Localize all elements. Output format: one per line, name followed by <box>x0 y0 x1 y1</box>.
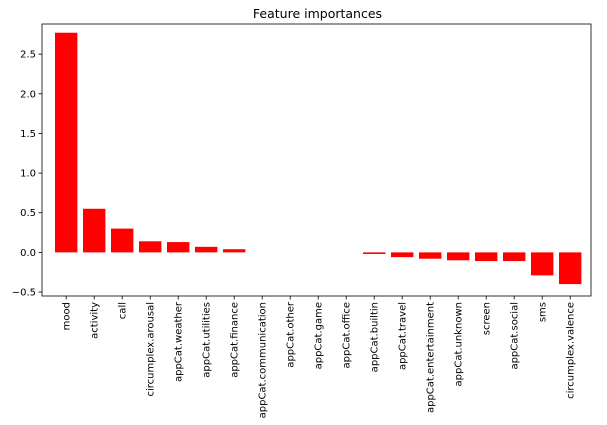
x-tick-label: appCat.entertainment <box>426 302 437 413</box>
bar-group <box>55 32 582 285</box>
x-tick-label: circumplex.arousal <box>146 302 157 397</box>
bar-screen <box>475 252 498 262</box>
bar-appCat-social <box>503 252 526 262</box>
x-tick-label: appCat.travel <box>398 302 409 370</box>
x-tick-label: appCat.finance <box>230 302 241 378</box>
bar-sms <box>531 252 554 276</box>
bar-circumplex-arousal <box>139 241 162 253</box>
x-tick-label: screen <box>482 302 493 335</box>
bar-appCat-weather <box>167 242 190 253</box>
x-tick-label: call <box>118 302 129 319</box>
bar-circumplex-valence <box>559 252 582 285</box>
bar-appCat-finance <box>223 249 246 253</box>
x-tick-label: appCat.weather <box>174 301 185 382</box>
y-tick-label: 1.5 <box>20 129 36 140</box>
plot-frame <box>41 23 592 297</box>
bar-call <box>111 228 134 253</box>
x-tick-label: appCat.office <box>342 302 353 368</box>
x-tick-label: circumplex.valence <box>566 302 577 399</box>
x-tick-label: appCat.game <box>314 302 325 369</box>
bar-activity <box>83 208 106 253</box>
y-tick-label: −0.5 <box>12 288 36 299</box>
bar-mood <box>55 32 78 253</box>
x-tick-label: appCat.unknown <box>454 302 465 386</box>
y-tick-label: 0.0 <box>20 248 36 259</box>
x-tick-label: appCat.builtin <box>370 302 381 372</box>
x-tick-label: activity <box>90 302 101 339</box>
bar-appCat-unknown <box>447 252 470 261</box>
x-tick-label: appCat.utilities <box>202 302 213 378</box>
x-axis: mood activity call circumplex.arousal appCat… <box>62 296 577 418</box>
x-tick-label: appCat.other <box>286 301 297 368</box>
bar-appCat-entertainment <box>419 252 442 259</box>
y-tick-label: 2.5 <box>20 50 36 61</box>
chart-title: Feature importances <box>253 6 382 21</box>
y-tick-label: 1.0 <box>20 169 36 180</box>
bar-appCat-travel <box>391 252 414 258</box>
x-tick-label: appCat.social <box>510 302 521 370</box>
x-tick-label: sms <box>538 302 549 322</box>
y-tick-label: 0.5 <box>20 208 36 219</box>
x-tick-label: appCat.communication <box>258 302 269 418</box>
y-axis: −0.5 0.0 0.5 1.0 1.5 2.0 2.5 <box>12 50 42 299</box>
y-tick-label: 2.0 <box>20 89 36 100</box>
x-tick-label: mood <box>62 302 73 330</box>
bar-appCat-utilities <box>195 246 218 253</box>
bar-appCat-builtin <box>363 252 386 254</box>
